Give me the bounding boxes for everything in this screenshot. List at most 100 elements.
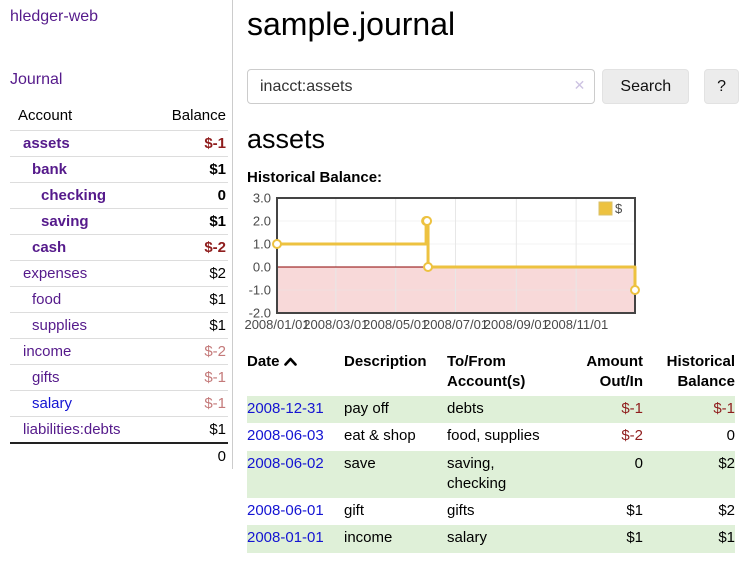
transaction-amount: $-2 [621, 427, 643, 445]
help-button[interactable]: ? [704, 69, 739, 104]
transaction-accounts: food, supplies [447, 427, 540, 445]
account-row: cash $-2 [10, 234, 228, 261]
transaction-date-link[interactable]: 2008-01-01 [247, 529, 324, 547]
accounts-header-balance: Balance [171, 107, 226, 124]
main-content: sample.journal ✕ Search ? assets Histori… [244, 0, 739, 553]
account-balance: $1 [160, 416, 228, 443]
transaction-balance: $2 [651, 450, 735, 498]
register-header-description: Description [344, 353, 427, 370]
search-form: ✕ Search ? [247, 69, 739, 104]
transaction-date-link[interactable]: 2008-12-31 [247, 400, 324, 417]
account-balance: $-2 [160, 234, 228, 261]
transaction-amount: $1 [626, 502, 643, 519]
search-input[interactable] [247, 69, 596, 104]
register-row: 2008-12-31 pay off debts $-1 $-1 [247, 396, 735, 424]
accounts-header-row: Account Balance [10, 103, 228, 131]
account-row: assets $-1 [10, 130, 228, 157]
account-link[interactable]: saving [41, 213, 89, 230]
accounts-total-balance: 0 [160, 442, 228, 469]
account-balance: $1 [160, 312, 228, 339]
account-row: bank $1 [10, 156, 228, 183]
account-balance: $-2 [160, 338, 228, 365]
svg-text:$: $ [615, 201, 623, 216]
app-brand-link[interactable]: hledger-web [10, 8, 99, 25]
transaction-balance: 0 [726, 427, 735, 445]
transaction-accounts: debts [447, 396, 559, 424]
account-balance: $-1 [160, 364, 228, 391]
account-link[interactable]: liabilities:debts [23, 421, 121, 438]
account-link[interactable]: bank [32, 161, 68, 178]
account-balance: $1 [160, 208, 228, 235]
register-header-accounts: To/From Account(s) [447, 353, 526, 390]
transaction-description: pay off [344, 396, 447, 424]
svg-text:2.0: 2.0 [253, 214, 271, 229]
account-row: saving $1 [10, 208, 228, 235]
register-row: 2008-06-02 save saving, checking 0 $2 [247, 450, 735, 498]
account-balance: 0 [160, 182, 228, 209]
register-row: 2008-01-01 income salary $1 $1 [247, 525, 735, 553]
svg-text:3.0: 3.0 [253, 191, 271, 206]
account-row: food $1 [10, 286, 228, 313]
transaction-date-link[interactable]: 2008-06-03 [247, 427, 324, 445]
sort-asc-icon [283, 352, 297, 372]
svg-text:0.0: 0.0 [253, 260, 271, 275]
transaction-amount: $-1 [559, 396, 651, 424]
transaction-amount: $1 [559, 525, 651, 553]
account-link[interactable]: assets [23, 135, 70, 152]
historical-balance-chart[interactable]: -2.0 -1.0 0.0 1.0 2.0 3.0 2008/01/01 2008/03/01… [244, 191, 739, 336]
transaction-date-link[interactable]: 2008-06-02 [247, 454, 324, 472]
svg-text:2008/03/01: 2008/03/01 [303, 317, 368, 332]
transaction-date-link[interactable]: 2008-06-01 [247, 502, 324, 519]
account-balance: $-1 [160, 390, 228, 417]
account-link[interactable]: income [23, 343, 72, 360]
account-row: gifts $-1 [10, 364, 228, 391]
account-balance: $1 [160, 156, 228, 183]
register-header-amount: Amount Out/In [586, 353, 643, 390]
transaction-accounts: salary [447, 525, 559, 553]
account-row: salary $-1 [10, 390, 228, 417]
transaction-accounts: saving, checking [447, 450, 559, 498]
svg-text:1.0: 1.0 [253, 237, 271, 252]
transaction-description: gift [344, 502, 365, 519]
register-row: 2008-06-01 gift gifts $1 $2 [247, 498, 735, 525]
svg-text:2008/09/01: 2008/09/01 [484, 317, 549, 332]
transaction-amount: 0 [559, 450, 651, 498]
page: hledger-web Journal Account Balance asse… [0, 0, 739, 553]
transaction-balance: $1 [651, 525, 735, 553]
account-row: income $-2 [10, 338, 228, 365]
svg-text:2008/05/01: 2008/05/01 [363, 317, 428, 332]
register-table: Date Description To/From Account(s) Amou… [247, 350, 735, 553]
svg-text:2008/11/01: 2008/11/01 [544, 317, 608, 332]
account-balance: $-1 [160, 130, 228, 157]
sidebar: hledger-web Journal Account Balance asse… [0, 0, 233, 469]
account-row: expenses $2 [10, 260, 228, 287]
account-balance: $1 [160, 286, 228, 313]
sidebar-item-journal[interactable]: Journal [10, 71, 63, 88]
account-heading: assets [247, 124, 326, 154]
transaction-balance: $-1 [651, 396, 735, 424]
account-link[interactable]: food [32, 291, 62, 308]
account-row: liabilities:debts $1 [10, 416, 228, 443]
transaction-balance: $2 [718, 502, 735, 519]
accounts-header-account: Account [18, 107, 73, 124]
svg-text:-2.0: -2.0 [249, 306, 271, 321]
register-row: 2008-06-03 eat & shop food, supplies $-2… [247, 423, 735, 450]
account-link[interactable]: gifts [32, 369, 60, 386]
register-header-row: Date Description To/From Account(s) Amou… [247, 350, 735, 396]
clear-search-icon[interactable]: ✕ [573, 77, 586, 93]
account-link[interactable]: supplies [32, 317, 88, 334]
account-link[interactable]: checking [41, 187, 107, 204]
search-button[interactable]: Search [602, 69, 690, 104]
account-row: supplies $1 [10, 312, 228, 339]
chart-title: Historical Balance: [247, 169, 383, 186]
account-link[interactable]: cash [32, 239, 67, 256]
account-link[interactable]: expenses [23, 265, 88, 282]
transaction-description: save [344, 450, 447, 498]
transaction-description: income [344, 525, 447, 553]
register-header-date[interactable]: Date [247, 350, 344, 396]
account-balance: $2 [160, 260, 228, 287]
page-title: sample.journal [247, 6, 456, 42]
accounts-total-row: 0 [10, 442, 228, 469]
transaction-description: eat & shop [344, 427, 416, 445]
account-link[interactable]: salary [32, 395, 73, 412]
